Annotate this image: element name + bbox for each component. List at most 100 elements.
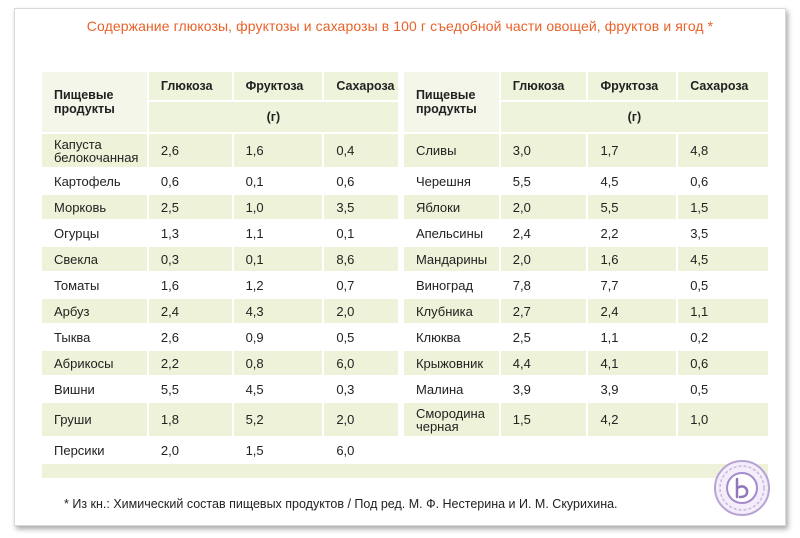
left-cell-sucrose: 0,5 — [324, 325, 398, 349]
header-food-right: Пищевые продукты — [403, 72, 499, 132]
left-cell-fructose: 0,1 — [233, 169, 323, 193]
sugar-content-table: Пищевые продукты Глюкоза Фруктоза Сахаро… — [40, 70, 770, 480]
left-cell-fructose: 1,0 — [233, 195, 323, 219]
table-row: Морковь 2,5 1,0 3,5 Яблоки 2,0 5,5 1,5 — [42, 195, 768, 219]
left-cell-fructose: 1,1 — [233, 221, 323, 245]
left-cell-sucrose: 0,4 — [324, 134, 398, 167]
header-sucrose-left: Сахароза — [324, 72, 398, 100]
right-cell-name: Клюква — [403, 325, 499, 349]
right-cell-fructose: 1,1 — [588, 325, 677, 349]
right-cell-sucrose: 1,0 — [678, 403, 768, 436]
right-cell-sucrose: 4,5 — [678, 247, 768, 271]
right-cell-name: Виноград — [403, 273, 499, 297]
right-cell-name: Крыжовник — [403, 351, 499, 375]
header-fructose-right: Фруктоза — [588, 72, 677, 100]
left-cell-glucose: 0,3 — [148, 247, 232, 271]
right-cell-sucrose — [678, 438, 768, 462]
left-cell-fructose: 4,5 — [233, 377, 323, 401]
left-cell-name: Морковь — [42, 195, 147, 219]
left-cell-fructose: 0,1 — [233, 247, 323, 271]
right-cell-sucrose: 1,1 — [678, 299, 768, 323]
table-row: Вишни 5,5 4,5 0,3 Малина 3,9 3,9 0,5 — [42, 377, 768, 401]
right-cell-name: Черешня — [403, 169, 499, 193]
table-row: Томаты 1,6 1,2 0,7 Виноград 7,8 7,7 0,5 — [42, 273, 768, 297]
column-gap — [399, 273, 402, 297]
right-cell-name: Смородина черная — [403, 403, 499, 436]
left-cell-glucose: 5,5 — [148, 377, 232, 401]
left-cell-glucose: 1,3 — [148, 221, 232, 245]
left-cell-name: Вишни — [42, 377, 147, 401]
right-cell-sucrose: 1,5 — [678, 195, 768, 219]
right-cell-fructose: 2,2 — [588, 221, 677, 245]
right-cell-glucose: 4,4 — [500, 351, 587, 375]
left-cell-glucose: 2,2 — [148, 351, 232, 375]
left-cell-glucose: 1,8 — [148, 403, 232, 436]
table-row: Арбуз 2,4 4,3 2,0 Клубника 2,7 2,4 1,1 — [42, 299, 768, 323]
column-gap — [399, 438, 402, 462]
right-cell-fructose: 5,5 — [588, 195, 677, 219]
column-gap — [399, 221, 402, 245]
right-cell-glucose: 2,4 — [500, 221, 587, 245]
left-cell-glucose: 2,6 — [148, 134, 232, 167]
left-cell-sucrose: 6,0 — [324, 438, 398, 462]
left-cell-name: Арбуз — [42, 299, 147, 323]
right-cell-glucose: 7,8 — [500, 273, 587, 297]
left-cell-glucose: 1,6 — [148, 273, 232, 297]
header-fructose-left: Фруктоза — [233, 72, 323, 100]
right-cell-name: Яблоки — [403, 195, 499, 219]
right-cell-fructose: 3,9 — [588, 377, 677, 401]
table-row: Персики 2,0 1,5 6,0 — [42, 438, 768, 462]
right-cell-fructose: 7,7 — [588, 273, 677, 297]
column-gap — [399, 169, 402, 193]
left-cell-fructose: 5,2 — [233, 403, 323, 436]
left-cell-name: Груши — [42, 403, 147, 436]
table-row: Свекла 0,3 0,1 8,6 Мандарины 2,0 1,6 4,5 — [42, 247, 768, 271]
right-cell-sucrose: 0,5 — [678, 273, 768, 297]
right-cell-sucrose: 0,6 — [678, 169, 768, 193]
right-cell-glucose: 1,5 — [500, 403, 587, 436]
table-row: Абрикосы 2,2 0,8 6,0 Крыжовник 4,4 4,1 0,6 — [42, 351, 768, 375]
left-cell-name: Свекла — [42, 247, 147, 271]
right-cell-fructose: 4,5 — [588, 169, 677, 193]
left-cell-fructose: 1,6 — [233, 134, 323, 167]
column-gap — [399, 299, 402, 323]
right-cell-glucose: 3,9 — [500, 377, 587, 401]
right-cell-name: Малина — [403, 377, 499, 401]
header-food-left: Пищевые продукты — [42, 72, 147, 132]
left-cell-sucrose: 2,0 — [324, 299, 398, 323]
table-row: Груши 1,8 5,2 2,0 Смородина черная 1,5 4,2 1,0 — [42, 403, 768, 436]
right-cell-fructose: 1,7 — [588, 134, 677, 167]
left-cell-sucrose: 0,6 — [324, 169, 398, 193]
header-unit-left: (г) — [148, 102, 398, 132]
right-cell-fructose — [588, 438, 677, 462]
right-cell-name: Сливы — [403, 134, 499, 167]
left-cell-sucrose: 3,5 — [324, 195, 398, 219]
column-gap — [399, 403, 402, 436]
table-row: Капуста белокочанная 2,6 1,6 0,4 Сливы 3,0 1,7… — [42, 134, 768, 167]
left-cell-name: Абрикосы — [42, 351, 147, 375]
left-cell-name: Картофель — [42, 169, 147, 193]
right-cell-glucose: 2,0 — [500, 195, 587, 219]
left-cell-glucose: 2,0 — [148, 438, 232, 462]
left-cell-fructose: 1,5 — [233, 438, 323, 462]
right-cell-fructose: 2,4 — [588, 299, 677, 323]
right-cell-glucose: 2,0 — [500, 247, 587, 271]
right-cell-fructose: 4,1 — [588, 351, 677, 375]
left-cell-glucose: 2,4 — [148, 299, 232, 323]
column-gap — [399, 134, 402, 167]
right-cell-sucrose: 0,5 — [678, 377, 768, 401]
left-cell-fructose: 1,2 — [233, 273, 323, 297]
left-cell-sucrose: 6,0 — [324, 351, 398, 375]
right-cell-sucrose: 4,8 — [678, 134, 768, 167]
right-cell-name — [403, 438, 499, 462]
column-gap — [399, 195, 402, 219]
right-cell-fructose: 4,2 — [588, 403, 677, 436]
left-cell-glucose: 2,6 — [148, 325, 232, 349]
column-gap — [399, 377, 402, 401]
left-cell-fructose: 4,3 — [233, 299, 323, 323]
header-unit-right: (г) — [500, 102, 768, 132]
right-cell-glucose — [500, 438, 587, 462]
left-cell-fructose: 0,9 — [233, 325, 323, 349]
header-glucose-left: Глюкоза — [148, 72, 232, 100]
right-cell-sucrose: 3,5 — [678, 221, 768, 245]
